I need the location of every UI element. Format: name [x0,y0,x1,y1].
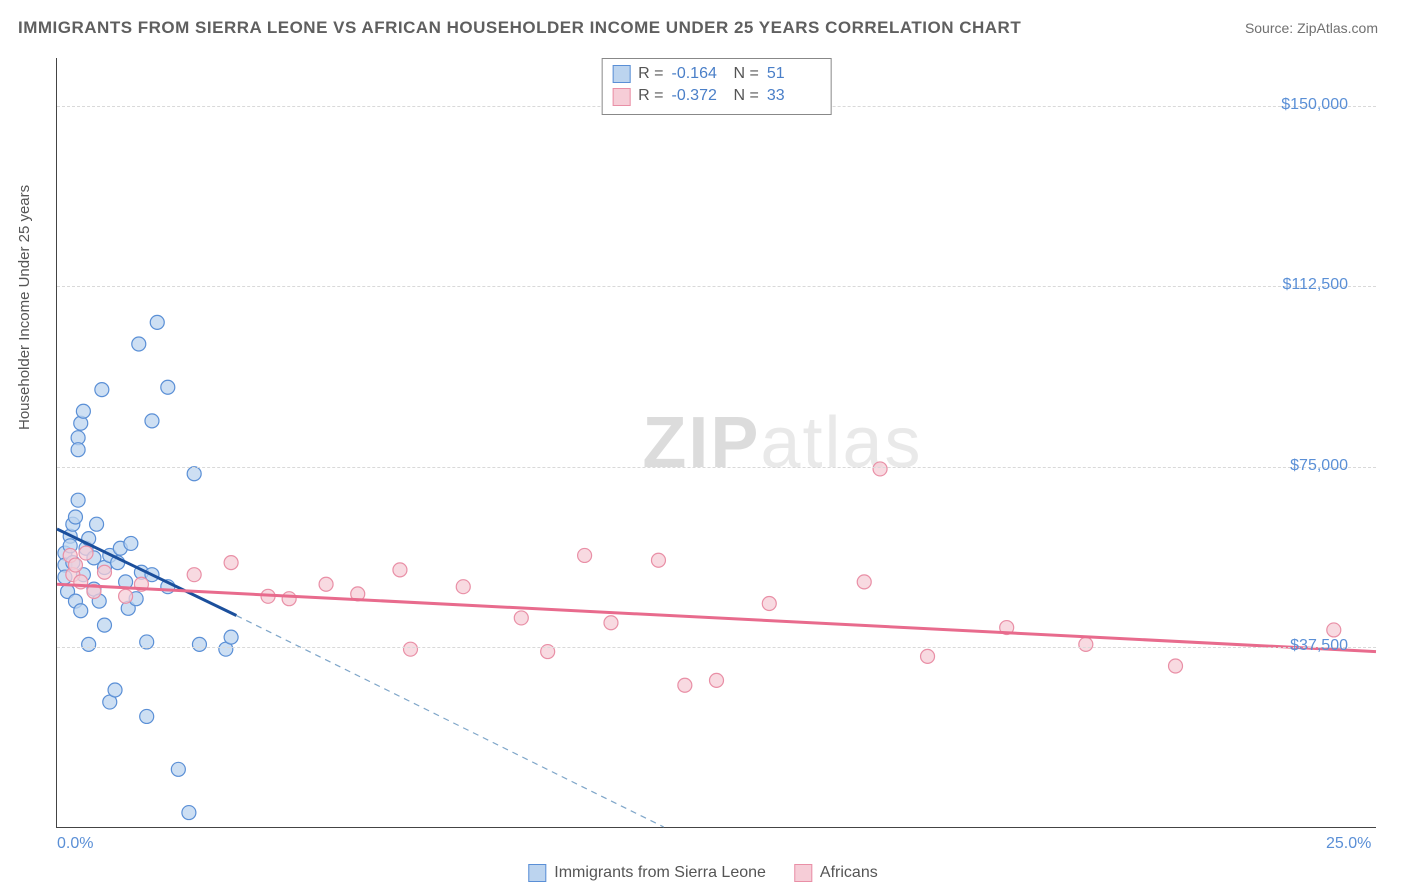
y-axis-label: Householder Income Under 25 years [16,185,33,430]
data-point [578,548,592,562]
data-point [68,510,82,524]
data-point [604,616,618,630]
legend-item-africans: Africans [794,864,878,882]
data-point [71,493,85,507]
n-value-sierra-leone: 51 [767,63,821,85]
data-point [79,546,93,560]
data-point [132,337,146,351]
r-label: R = [638,85,663,107]
gridline [57,467,1376,468]
data-point [140,709,154,723]
r-value-sierra-leone: -0.164 [672,63,726,85]
scatter-svg [57,58,1376,827]
swatch-africans [612,88,630,106]
data-point [921,649,935,663]
data-point [182,806,196,820]
data-point [456,580,470,594]
gridline [57,286,1376,287]
gridline [57,647,1376,648]
data-point [82,637,96,651]
r-value-africans: -0.372 [672,85,726,107]
source-label: Source: [1245,20,1293,36]
data-point [161,380,175,394]
data-point [282,592,296,606]
correlation-stats-box: R = -0.164 N = 51 R = -0.372 N = 33 [601,58,832,115]
stats-row: R = -0.372 N = 33 [612,85,821,107]
data-point [319,577,333,591]
swatch-sierra-leone [612,65,630,83]
data-point [857,575,871,589]
data-point [651,553,665,567]
swatch-sierra-leone [528,864,546,882]
chart-plot-area: ZIPatlas R = -0.164 N = 51 R = -0.372 N … [56,58,1376,828]
trend-line [57,584,1376,651]
data-point [95,383,109,397]
n-label: N = [734,85,759,107]
data-point [119,589,133,603]
source-value: ZipAtlas.com [1297,20,1378,36]
legend-label: Africans [820,864,878,882]
data-point [171,762,185,776]
data-point [74,604,88,618]
chart-legend: Immigrants from Sierra Leone Africans [528,864,877,882]
data-point [403,642,417,656]
stats-row: R = -0.164 N = 51 [612,63,821,85]
y-tick-label: $37,500 [1290,637,1348,655]
data-point [68,558,82,572]
data-point [97,618,111,632]
data-point [97,565,111,579]
data-point [1079,637,1093,651]
data-point [393,563,407,577]
x-tick-label: 25.0% [1326,835,1371,853]
legend-label: Immigrants from Sierra Leone [554,864,766,882]
data-point [514,611,528,625]
data-point [1169,659,1183,673]
data-point [124,536,138,550]
chart-title: IMMIGRANTS FROM SIERRA LEONE VS AFRICAN … [18,18,1021,38]
data-point [1327,623,1341,637]
data-point [187,467,201,481]
data-point [150,315,164,329]
swatch-africans [794,864,812,882]
data-point [90,517,104,531]
source-attribution: Source: ZipAtlas.com [1245,20,1378,36]
data-point [224,556,238,570]
data-point [71,443,85,457]
data-point [762,597,776,611]
y-tick-label: $75,000 [1290,457,1348,475]
data-point [145,414,159,428]
data-point [710,673,724,687]
y-tick-label: $150,000 [1281,96,1348,114]
x-tick-label: 0.0% [57,835,93,853]
data-point [187,568,201,582]
legend-item-sierra-leone: Immigrants from Sierra Leone [528,864,766,882]
n-value-africans: 33 [767,85,821,107]
y-tick-label: $112,500 [1282,276,1348,294]
data-point [192,637,206,651]
n-label: N = [734,63,759,85]
data-point [108,683,122,697]
data-point [224,630,238,644]
data-point [76,404,90,418]
r-label: R = [638,63,663,85]
data-point [873,462,887,476]
data-point [678,678,692,692]
